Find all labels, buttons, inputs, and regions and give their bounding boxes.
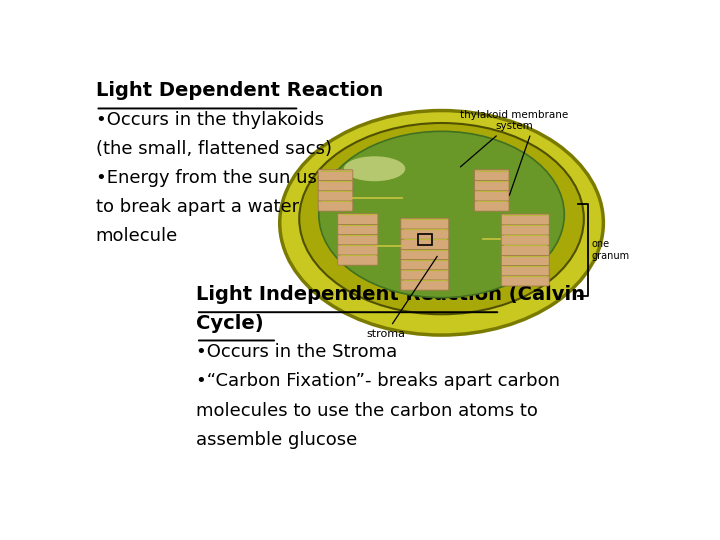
Ellipse shape xyxy=(280,111,603,335)
FancyBboxPatch shape xyxy=(501,234,549,245)
FancyBboxPatch shape xyxy=(338,244,378,255)
FancyBboxPatch shape xyxy=(474,180,509,191)
FancyBboxPatch shape xyxy=(318,180,353,191)
Text: (the small, flattened sacs): (the small, flattened sacs) xyxy=(96,140,332,158)
Ellipse shape xyxy=(300,123,584,314)
FancyBboxPatch shape xyxy=(401,249,449,260)
FancyBboxPatch shape xyxy=(501,275,549,286)
FancyBboxPatch shape xyxy=(318,200,353,211)
Text: molecules to use the carbon atoms to: molecules to use the carbon atoms to xyxy=(196,402,538,420)
FancyBboxPatch shape xyxy=(318,170,353,180)
FancyBboxPatch shape xyxy=(501,265,549,276)
FancyBboxPatch shape xyxy=(474,170,509,180)
Text: one
granum: one granum xyxy=(591,239,629,261)
Text: •Occurs in the thylakoids: •Occurs in the thylakoids xyxy=(96,111,323,129)
FancyBboxPatch shape xyxy=(318,190,353,201)
FancyBboxPatch shape xyxy=(338,254,378,265)
Text: assemble glucose: assemble glucose xyxy=(196,431,357,449)
FancyBboxPatch shape xyxy=(501,255,549,266)
FancyBboxPatch shape xyxy=(474,190,509,201)
Ellipse shape xyxy=(319,131,564,298)
Text: Light Independent Reaction (Calvin: Light Independent Reaction (Calvin xyxy=(196,285,585,304)
Text: •“Carbon Fixation”- breaks apart carbon: •“Carbon Fixation”- breaks apart carbon xyxy=(196,373,560,390)
Bar xyxy=(418,234,432,245)
FancyBboxPatch shape xyxy=(501,214,549,225)
FancyBboxPatch shape xyxy=(338,234,378,245)
Ellipse shape xyxy=(344,156,405,181)
FancyBboxPatch shape xyxy=(501,224,549,235)
FancyBboxPatch shape xyxy=(401,218,449,229)
Text: thylakoid membrane
system: thylakoid membrane system xyxy=(460,110,568,167)
Text: stroma: stroma xyxy=(366,256,437,339)
Text: •Occurs in the Stroma: •Occurs in the Stroma xyxy=(196,343,397,361)
FancyBboxPatch shape xyxy=(474,200,509,211)
FancyBboxPatch shape xyxy=(338,214,378,225)
FancyBboxPatch shape xyxy=(401,239,449,249)
Text: Cycle): Cycle) xyxy=(196,314,264,333)
FancyBboxPatch shape xyxy=(401,279,449,290)
Text: to break apart a water: to break apart a water xyxy=(96,198,299,216)
FancyBboxPatch shape xyxy=(501,245,549,255)
FancyBboxPatch shape xyxy=(338,224,378,235)
FancyBboxPatch shape xyxy=(401,269,449,280)
FancyBboxPatch shape xyxy=(401,228,449,239)
FancyBboxPatch shape xyxy=(401,259,449,270)
Text: Light Dependent Reaction: Light Dependent Reaction xyxy=(96,82,383,100)
Text: molecule: molecule xyxy=(96,227,178,245)
Text: •Energy from the sun used: •Energy from the sun used xyxy=(96,168,339,187)
